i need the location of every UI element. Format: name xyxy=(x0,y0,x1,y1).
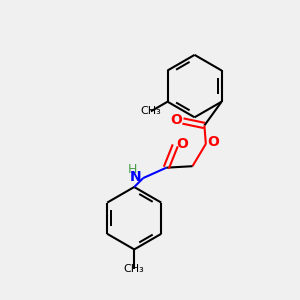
Text: CH₃: CH₃ xyxy=(140,106,161,116)
Text: CH₃: CH₃ xyxy=(124,264,145,274)
Text: N: N xyxy=(130,169,142,184)
Text: O: O xyxy=(176,137,188,151)
Text: O: O xyxy=(170,112,182,127)
Text: H: H xyxy=(128,163,137,176)
Text: O: O xyxy=(207,135,219,149)
